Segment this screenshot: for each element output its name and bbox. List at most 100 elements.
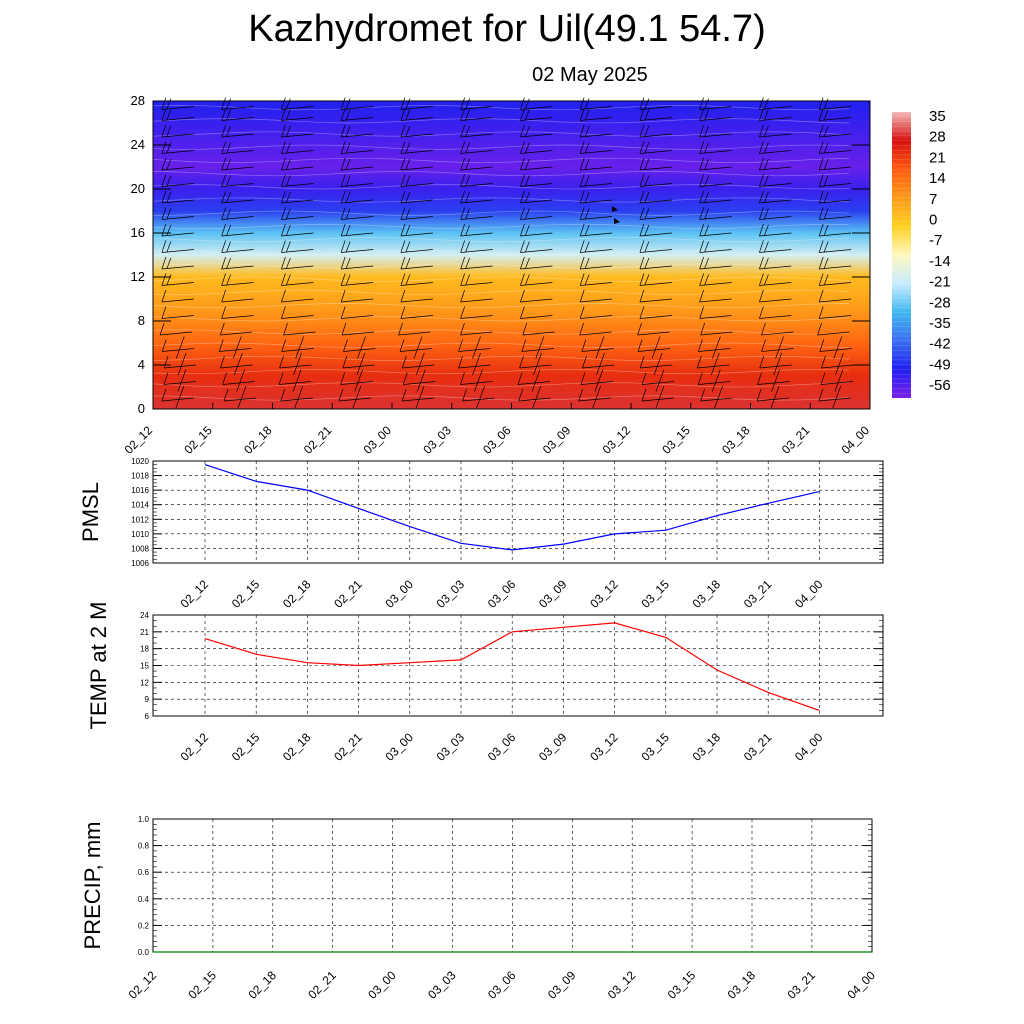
wind-barb: [162, 348, 195, 352]
wind-barb: [579, 331, 612, 336]
y-tick-label: 16: [131, 225, 145, 240]
wind-barb-flag: [704, 98, 709, 110]
wind-barb-flag: [286, 109, 291, 121]
wind-barb-flag: [818, 289, 824, 303]
y-tick-label: 4: [138, 357, 145, 372]
x-tick-label: 03_03: [434, 730, 468, 764]
y-tick-label: 9: [145, 695, 150, 704]
wind-barb-flag: [221, 108, 226, 121]
wind-barb-staff: [531, 369, 541, 392]
wind-barb-flag: [345, 125, 351, 137]
wind-barb-flag: [340, 256, 346, 270]
wind-barb: [220, 364, 253, 369]
wind-barb: [161, 315, 194, 319]
wind-barb-staff: [651, 336, 661, 359]
wind-barb-flag: [281, 273, 286, 286]
wind-barb-flag: [819, 339, 825, 352]
colorbar-bar: [892, 112, 911, 398]
wind-barb-flag: [639, 289, 645, 303]
wind-barb: [281, 298, 314, 303]
wind-barb-flag: [823, 175, 829, 187]
wind-barb-flag: [520, 289, 525, 303]
wind-barb-flag: [759, 289, 764, 303]
wind-barb-flag: [761, 322, 766, 336]
wind-barb-flag: [221, 174, 226, 187]
wind-barb-staff: [352, 385, 362, 409]
wind-barb-flag: [818, 97, 824, 110]
wind-barb-flag: [699, 141, 704, 154]
wind-barb-flag: [161, 240, 167, 253]
wind-barb: [818, 397, 851, 402]
wind-barb: [761, 331, 794, 336]
wind-barb-flag: [460, 97, 465, 110]
wind-barb-staff: [472, 352, 481, 376]
wind-barb-flag: [465, 257, 470, 269]
y-tick-label: 6: [145, 712, 150, 721]
wind-barb-staff: [832, 385, 842, 409]
wind-barb: [221, 298, 254, 303]
wind-barb-flag: [460, 190, 465, 204]
wind-barb-flag: [161, 306, 167, 319]
wind-barb-flag: [458, 355, 463, 369]
wind-barb-flag: [345, 274, 351, 286]
y-tick-label: 1012: [131, 515, 149, 524]
wind-barb-flag: [520, 108, 525, 121]
wind-barb-flag: [704, 191, 709, 203]
wind-barb-flag: [281, 157, 286, 171]
pmsl-panel: 1006 1008 1010 1012 1014 1016 1018 1020 02_12 02_…: [78, 457, 884, 611]
wind-barb-flag: [579, 190, 585, 204]
wind-barb-flag: [818, 240, 824, 253]
x-tick-label: 03_12: [587, 730, 621, 764]
wind-barb-flag: [405, 224, 411, 236]
wind-barb-staff: [294, 385, 304, 409]
wind-barb-flag: [820, 372, 826, 385]
wind-barb-flag: [697, 372, 703, 385]
wind-barb: [281, 348, 314, 352]
wind-barb-flag: [639, 306, 645, 319]
wind-barb: [759, 364, 792, 369]
wind-barb-flag: [340, 223, 346, 237]
wind-barb-flag: [458, 339, 463, 352]
x-tick-label: 02_18: [241, 423, 275, 457]
wind-barb-flag: [340, 174, 346, 187]
wind-barb-flag: [818, 256, 824, 270]
wind-barb-flag: [639, 157, 645, 171]
wind-barb-flag: [279, 355, 284, 369]
wind-barb-flag: [699, 124, 704, 138]
wind-barb: [341, 298, 374, 303]
wind-barb-flag: [340, 108, 346, 121]
wind-barb-flag: [759, 240, 764, 253]
wind-barb-flag: [226, 208, 231, 220]
wind-barb-flag: [345, 175, 351, 187]
panel-frame: [152, 460, 884, 564]
wind-barb-staff: [237, 385, 247, 409]
y-tick-label: 1018: [131, 472, 149, 481]
wind-barb: [398, 331, 431, 336]
wind-barb-flag: [704, 224, 709, 236]
wind-barb-flag: [580, 372, 586, 385]
wind-barb-flag: [579, 141, 585, 154]
x-tick-label: 03_12: [587, 577, 621, 611]
wind-barb-flag: [286, 208, 291, 220]
wind-barb-flag: [460, 174, 465, 187]
y-tick-label: 1016: [131, 486, 149, 495]
wind-barb: [460, 315, 493, 319]
x-tick-label: 02_12: [122, 423, 156, 457]
wind-barb-flag: [584, 98, 590, 110]
wind-barb-flag: [759, 124, 764, 138]
wind-barb-flag: [465, 158, 470, 170]
wind-barb-flag: [823, 191, 829, 203]
wind-barb-staff: [415, 385, 425, 409]
wind-barb-flag: [823, 109, 829, 121]
wind-barb-flag: [343, 339, 348, 352]
wind-barb-flag: [582, 355, 587, 369]
wind-barb-flag: [405, 241, 411, 253]
contour-line: [152, 197, 850, 203]
x-tick-label: 03_21: [741, 577, 775, 611]
wind-barb: [699, 315, 732, 319]
wind-barb-staff: [770, 385, 780, 409]
contour-line: [152, 355, 850, 361]
wind-barb-flag: [465, 175, 470, 187]
wind-barb: [521, 348, 554, 352]
x-tick-label: 04_00: [839, 423, 873, 457]
